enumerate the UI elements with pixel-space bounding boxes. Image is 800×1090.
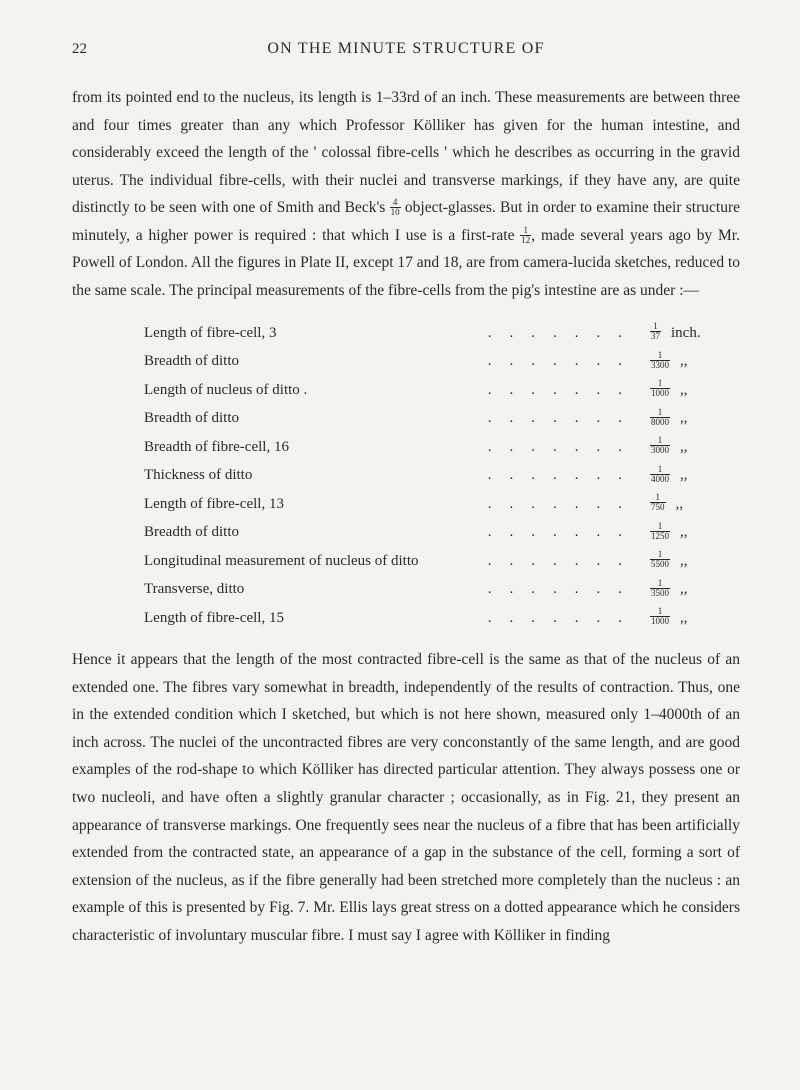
dot-leader: ....... <box>239 347 650 376</box>
measurement-row: Breadth of ditto.......13300,, <box>144 347 740 376</box>
measurement-label: Length of nucleus of ditto . <box>144 376 307 405</box>
measurement-label: Breadth of ditto <box>144 404 239 433</box>
fraction: 1750 <box>650 493 666 512</box>
measurement-value: 15500,, <box>650 547 740 576</box>
dot-leader: ....... <box>284 604 650 633</box>
measurement-unit: ,, <box>676 490 684 519</box>
measurement-row: Breadth of ditto.......18000,, <box>144 404 740 433</box>
paragraph-2: Hence it appears that the length of the … <box>72 646 740 949</box>
measurement-row: Length of fibre-cell, 13.......1750,, <box>144 490 740 519</box>
fraction-denominator: 5500 <box>650 560 670 569</box>
dot-leader: ....... <box>239 404 650 433</box>
dot-leader: ....... <box>284 490 650 519</box>
measurement-value: 11250,, <box>650 518 740 547</box>
measurement-unit: ,, <box>680 376 688 405</box>
measurement-unit: inch. <box>671 319 701 348</box>
measurement-label: Length of fibre-cell, 15 <box>144 604 284 633</box>
measurements-table: Length of fibre-cell, 3.......137inch.Br… <box>144 319 740 633</box>
paragraph-1: from its pointed end to the nucleus, its… <box>72 84 740 305</box>
measurement-value: 18000,, <box>650 404 740 433</box>
measurement-row: Length of fibre-cell, 3.......137 inch. <box>144 319 740 348</box>
fraction-4-10: 410 <box>390 198 401 217</box>
measurement-value: 13300,, <box>650 347 740 376</box>
measurement-row: Transverse, ditto.......13500,, <box>144 575 740 604</box>
measurement-row: Breadth of ditto.......11250,, <box>144 518 740 547</box>
fraction-denominator: 3500 <box>650 589 670 598</box>
dot-leader: ....... <box>289 433 650 462</box>
measurement-label: Length of fibre-cell, 3 <box>144 319 276 348</box>
measurement-unit: ,, <box>680 604 688 633</box>
measurement-unit: ,, <box>680 404 688 433</box>
page-number: 22 <box>72 41 172 58</box>
measurement-row: Length of nucleus of ditto ........11000… <box>144 376 740 405</box>
measurement-value: 1750,, <box>650 490 740 519</box>
fraction-denominator: 1000 <box>650 617 670 626</box>
measurement-unit: ,, <box>680 518 688 547</box>
fraction: 11250 <box>650 522 670 541</box>
dot-leader: ....... <box>252 461 650 490</box>
fraction-denominator: 4000 <box>650 475 670 484</box>
fraction-denominator: 750 <box>650 503 666 512</box>
fraction: 15500 <box>650 550 670 569</box>
page-title: ON THE MINUTE STRUCTURE OF <box>172 40 740 58</box>
measurement-unit: ,, <box>680 461 688 490</box>
fraction-denominator: 37 <box>650 332 661 341</box>
fraction: 13300 <box>650 351 670 370</box>
measurement-row: Thickness of ditto.......14000,, <box>144 461 740 490</box>
fraction: 14000 <box>650 465 670 484</box>
measurement-value: 13500,, <box>650 575 740 604</box>
measurement-label: Breadth of ditto <box>144 347 239 376</box>
page-header: 22 ON THE MINUTE STRUCTURE OF <box>72 40 740 58</box>
dot-leader: ....... <box>244 575 650 604</box>
fraction: 11000 <box>650 607 670 626</box>
measurement-label: Breadth of ditto <box>144 518 239 547</box>
fraction-denominator: 1000 <box>650 389 670 398</box>
measurement-label: Transverse, ditto <box>144 575 244 604</box>
measurement-value: 13000,, <box>650 433 740 462</box>
fraction: 137 <box>650 322 661 341</box>
para1-a: from its pointed end to the nucleus, its… <box>72 89 740 216</box>
measurement-row: Longitudinal measurement of nucleus of d… <box>144 547 740 576</box>
measurement-unit: ,, <box>680 575 688 604</box>
dot-leader: ....... <box>419 547 650 576</box>
measurement-label: Longitudinal measurement of nucleus of d… <box>144 547 419 576</box>
fraction: 18000 <box>650 408 670 427</box>
dot-leader: ....... <box>276 319 650 348</box>
measurement-label: Breadth of fibre-cell, 16 <box>144 433 289 462</box>
measurement-unit: ,, <box>680 547 688 576</box>
measurement-value: 11000,, <box>650 376 740 405</box>
measurement-value: 11000,, <box>650 604 740 633</box>
measurement-row: Breadth of fibre-cell, 16.......13000,, <box>144 433 740 462</box>
fraction-denominator: 8000 <box>650 418 670 427</box>
dot-leader: ....... <box>239 518 650 547</box>
measurement-unit: ,, <box>680 433 688 462</box>
measurement-label: Length of fibre-cell, 13 <box>144 490 284 519</box>
fraction: 13000 <box>650 436 670 455</box>
measurement-value: 14000,, <box>650 461 740 490</box>
fraction-denominator: 3000 <box>650 446 670 455</box>
fraction: 13500 <box>650 579 670 598</box>
measurement-row: Length of fibre-cell, 15.......11000,, <box>144 604 740 633</box>
dot-leader: ....... <box>307 376 650 405</box>
fraction-1-12: 112 <box>520 226 531 245</box>
measurement-value: 137 inch. <box>650 319 740 348</box>
fraction: 11000 <box>650 379 670 398</box>
fraction-denominator: 3300 <box>650 361 670 370</box>
measurement-unit: ,, <box>680 347 688 376</box>
measurement-label: Thickness of ditto <box>144 461 252 490</box>
fraction-denominator: 1250 <box>650 532 670 541</box>
